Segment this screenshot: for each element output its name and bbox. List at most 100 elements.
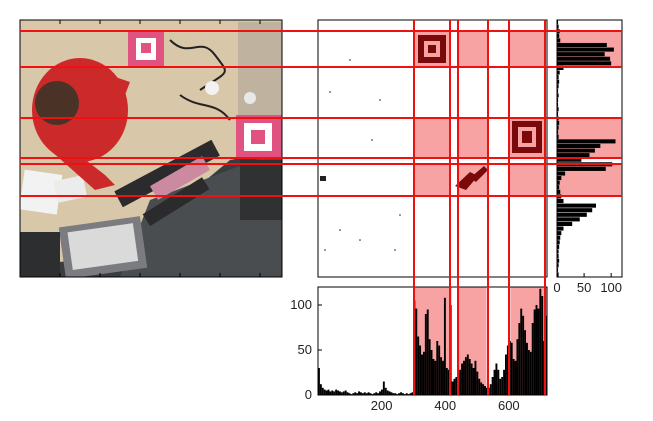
y-tick-label: 50 xyxy=(298,342,312,357)
column-bar xyxy=(356,393,359,395)
column-bar xyxy=(545,315,547,395)
column-bar xyxy=(495,363,498,395)
column-bar xyxy=(392,393,395,395)
column-bar xyxy=(344,390,347,395)
noise-blob xyxy=(455,166,488,190)
row-bar xyxy=(557,84,559,89)
column-bar xyxy=(464,357,467,395)
column-bar xyxy=(377,393,380,395)
column-bar xyxy=(461,363,464,395)
x-tick-label: 200 xyxy=(371,398,393,413)
column-bar xyxy=(476,371,479,395)
column-bar xyxy=(459,369,462,395)
column-bar xyxy=(480,382,483,395)
papers xyxy=(20,169,63,215)
column-bar xyxy=(352,393,355,395)
row-bar xyxy=(557,61,612,66)
row-bar xyxy=(557,272,559,277)
column-bar xyxy=(505,354,507,395)
column-bar xyxy=(401,393,404,395)
column-bar xyxy=(354,392,357,395)
column-bar xyxy=(335,389,338,395)
column-bar xyxy=(419,345,422,395)
column-bar xyxy=(382,381,385,395)
column-bar xyxy=(442,360,444,395)
head xyxy=(35,81,79,125)
column-bar xyxy=(369,393,372,395)
marker-top xyxy=(128,30,164,68)
column-bar xyxy=(468,359,471,395)
column-bar xyxy=(484,386,486,395)
column-bar xyxy=(388,391,391,395)
column-bar xyxy=(537,308,540,395)
row-bar xyxy=(557,24,559,29)
column-bar xyxy=(379,391,381,395)
column-bar xyxy=(443,297,446,395)
marker-blob-top xyxy=(418,35,446,63)
column-bar xyxy=(426,309,429,395)
highlight-cell xyxy=(509,164,545,196)
column-bar xyxy=(455,377,458,395)
column-bar xyxy=(499,378,502,395)
column-bar xyxy=(489,384,492,395)
column-bar xyxy=(386,390,389,395)
row-bar xyxy=(557,134,559,139)
column-bar xyxy=(405,393,408,395)
column-bar xyxy=(503,369,506,395)
row-bar xyxy=(557,88,559,93)
column-bar xyxy=(520,308,523,395)
column-bar xyxy=(497,369,500,395)
row-bar xyxy=(557,107,559,112)
column-bar xyxy=(535,305,538,395)
keyboard xyxy=(114,139,220,208)
column-bar xyxy=(510,342,513,395)
column-bar xyxy=(512,359,515,395)
column-bar xyxy=(337,390,339,395)
column-bar xyxy=(447,369,450,395)
column-bar xyxy=(394,393,397,395)
row-bar xyxy=(557,79,560,84)
column-bar xyxy=(516,339,519,395)
column-bar xyxy=(331,390,334,395)
row-bar xyxy=(557,70,560,75)
column-bar xyxy=(527,350,530,395)
column-bar xyxy=(361,393,364,395)
row-bar xyxy=(557,20,559,25)
column-bar xyxy=(415,308,418,395)
column-bar xyxy=(327,389,330,395)
column-bar xyxy=(424,314,427,395)
column-bar xyxy=(541,296,544,395)
row-bar xyxy=(557,166,606,171)
row-bar xyxy=(557,125,559,130)
column-bar xyxy=(340,392,343,395)
column-histogram-panel: 200 400 600 0 50 100 xyxy=(290,286,548,413)
column-bar xyxy=(485,387,488,395)
column-bar xyxy=(440,357,443,395)
row-bar xyxy=(557,176,562,181)
column-bar xyxy=(321,387,324,395)
row-bar xyxy=(557,143,601,148)
row-bar xyxy=(557,111,559,116)
grid-lines xyxy=(20,20,622,395)
column-bar xyxy=(524,330,527,395)
column-bar xyxy=(318,368,320,395)
column-bar xyxy=(422,351,425,395)
column-bar xyxy=(338,391,341,395)
column-bar xyxy=(434,360,437,395)
column-bar xyxy=(445,368,448,395)
highlight-cell xyxy=(509,31,545,67)
column-bar xyxy=(472,368,475,395)
column-bar xyxy=(491,377,494,395)
column-bar xyxy=(373,393,376,395)
column-bar xyxy=(365,393,368,395)
row-bar xyxy=(557,263,559,268)
column-bar xyxy=(384,387,387,395)
row-bar xyxy=(557,203,596,208)
column-bar xyxy=(466,354,469,395)
column-bar xyxy=(518,323,521,395)
row-bar xyxy=(557,56,611,61)
x-tick-label: 400 xyxy=(434,398,456,413)
column-bar xyxy=(482,384,485,395)
column-bar xyxy=(421,354,423,395)
